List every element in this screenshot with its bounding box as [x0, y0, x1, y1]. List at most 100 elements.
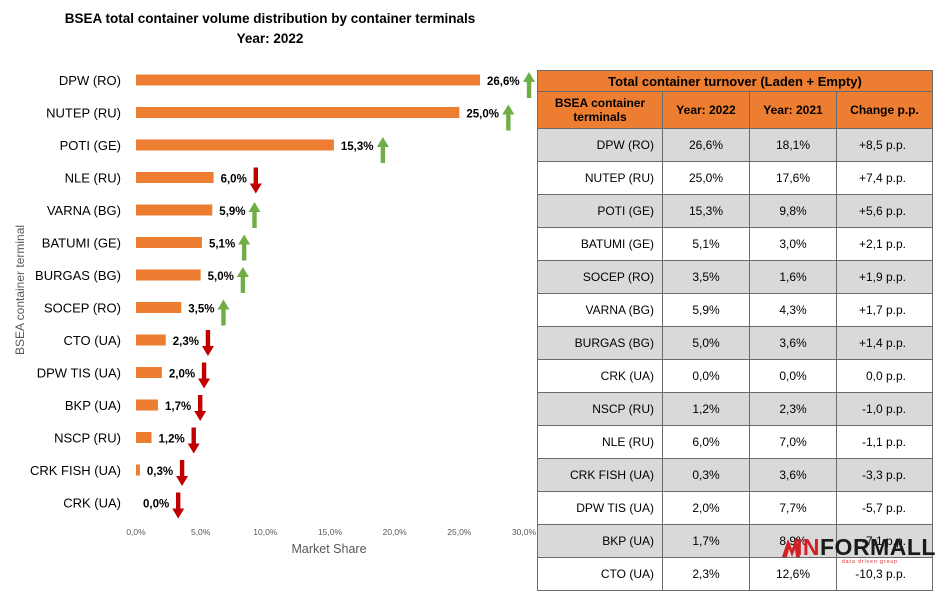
table-row: CRK (UA) 0,0% 0,0% 0,0 p.p. [537, 359, 933, 393]
up-arrow-icon [217, 299, 230, 326]
data-label: 25,0% [466, 109, 499, 121]
table-row: BATUMI (GE) 5,1% 3,0% +2,1 p.p. [537, 227, 933, 261]
cell-terminal: BATUMI (GE) [537, 227, 663, 261]
logo-mark-icon [782, 537, 800, 557]
category-label: NSCP (RU) [54, 431, 121, 446]
cell-terminal: CRK (UA) [537, 359, 663, 393]
cell-2021: 0,0% [749, 359, 837, 393]
down-arrow-icon [249, 167, 262, 194]
y-axis-title: BSEA container terminal [13, 225, 27, 355]
category-label: CRK FISH (UA) [30, 463, 121, 478]
bar [136, 204, 213, 216]
cell-change: +1,7 p.p. [836, 293, 933, 327]
cell-change: +1,9 p.p. [836, 260, 933, 294]
cell-2021: 3,6% [749, 458, 837, 492]
cell-change: +1,4 p.p. [836, 326, 933, 360]
cell-2022: 2,3% [662, 557, 750, 591]
bar [136, 334, 166, 346]
cell-terminal: BKP (UA) [537, 524, 663, 558]
x-tick-label: 10,0% [253, 527, 278, 537]
down-arrow-icon [194, 395, 207, 421]
up-arrow-icon [236, 267, 249, 293]
logo-tagline: data driven group [842, 559, 898, 565]
cell-terminal: SOCEP (RO) [537, 260, 663, 294]
data-label: 2,0% [169, 369, 195, 381]
table-row: BKP (UA) 1,7% 8,9% -7,1 p.p. [537, 524, 933, 558]
cell-terminal: NLE (RU) [537, 425, 663, 459]
cell-2021: 4,3% [749, 293, 837, 327]
table-title: Total container turnover (Laden + Empty) [537, 70, 933, 92]
table-row: BURGAS (BG) 5,0% 3,6% +1,4 p.p. [537, 326, 933, 360]
category-label: POTI (GE) [60, 138, 121, 153]
cell-change: +2,1 p.p. [836, 227, 933, 261]
x-tick-label: 0,0% [126, 527, 146, 537]
table-row: POTI (GE) 15,3% 9,8% +5,6 p.p. [537, 194, 933, 228]
cell-2022: 2,0% [662, 491, 750, 525]
turnover-table: Total container turnover (Laden + Empty)… [537, 70, 933, 591]
cell-terminal: DPW (RO) [537, 128, 663, 162]
cell-change: +5,6 p.p. [836, 194, 933, 228]
data-label: 2,3% [173, 336, 199, 348]
bar [136, 172, 214, 183]
category-label: BKP (UA) [65, 398, 121, 413]
data-label: 1,2% [159, 434, 185, 446]
chart-title: BSEA total container volume distribution… [64, 11, 476, 26]
up-arrow-icon [248, 202, 261, 228]
up-arrow-icon [523, 72, 536, 98]
cell-2022: 1,7% [662, 524, 750, 558]
cell-2021: 17,6% [749, 161, 837, 195]
informall-logo: INFORMALL data driven group [780, 533, 935, 565]
down-arrow-icon [176, 460, 189, 486]
cell-change: -1,0 p.p. [836, 392, 933, 426]
category-label: VARNA (BG) [47, 203, 121, 218]
table-row: NSCP (RU) 1,2% 2,3% -1,0 p.p. [537, 392, 933, 426]
data-label: 6,0% [221, 174, 247, 186]
cell-2021: 3,0% [749, 227, 837, 261]
x-tick-label: 15,0% [318, 527, 343, 537]
col-header-change: Change p.p. [836, 91, 933, 129]
x-tick-label: 5,0% [191, 527, 211, 537]
bar [136, 74, 481, 86]
cell-2022: 6,0% [662, 425, 750, 459]
category-label: NUTEP (RU) [46, 106, 121, 121]
cell-2021: 1,6% [749, 260, 837, 294]
x-tick-label: 25,0% [447, 527, 472, 537]
down-arrow-icon [201, 330, 214, 356]
cell-change: 0,0 p.p. [836, 359, 933, 393]
cell-2022: 0,3% [662, 458, 750, 492]
cell-2021: 7,7% [749, 491, 837, 525]
cell-terminal: CRK FISH (UA) [537, 458, 663, 492]
col-header-2021: Year: 2021 [749, 91, 837, 129]
cell-2021: 2,3% [749, 392, 837, 426]
table-row: SOCEP (RO) 3,5% 1,6% +1,9 p.p. [537, 260, 933, 294]
cell-2022: 5,0% [662, 326, 750, 360]
bar [136, 432, 152, 443]
table-row: VARNA (BG) 5,9% 4,3% +1,7 p.p. [537, 293, 933, 327]
category-label: SOCEP (RO) [44, 301, 121, 316]
cell-terminal: VARNA (BG) [537, 293, 663, 327]
bar [136, 302, 182, 313]
bar [136, 367, 162, 378]
cell-2022: 1,2% [662, 392, 750, 426]
down-arrow-icon [172, 492, 185, 519]
cell-2022: 25,0% [662, 161, 750, 195]
cell-change: -7,1 p.p. [836, 524, 933, 558]
bar [136, 237, 202, 248]
cell-change: -5,7 p.p. [836, 491, 933, 525]
cell-2021: 9,8% [749, 194, 837, 228]
cell-change: -3,3 p.p. [836, 458, 933, 492]
cell-2022: 3,5% [662, 260, 750, 294]
bar [136, 139, 334, 151]
table-row: CRK FISH (UA) 0,3% 3,6% -3,3 p.p. [537, 458, 933, 492]
cell-2022: 5,1% [662, 227, 750, 261]
category-label: CTO (UA) [63, 333, 121, 348]
cell-2022: 5,9% [662, 293, 750, 327]
bar [136, 269, 201, 281]
bar-chart: 0,0% 5,0% 10,0% 15,0% 20,0% 25,0% 30,0% Market … [13, 72, 537, 556]
x-tick-label: 30,0% [512, 527, 537, 537]
data-label: 3,5% [188, 304, 214, 316]
data-label: 1,7% [165, 401, 191, 413]
table-row: NUTEP (RU) 25,0% 17,6% +7,4 p.p. [537, 161, 933, 195]
cell-terminal: BURGAS (BG) [537, 326, 663, 360]
data-label: 5,0% [208, 271, 234, 283]
